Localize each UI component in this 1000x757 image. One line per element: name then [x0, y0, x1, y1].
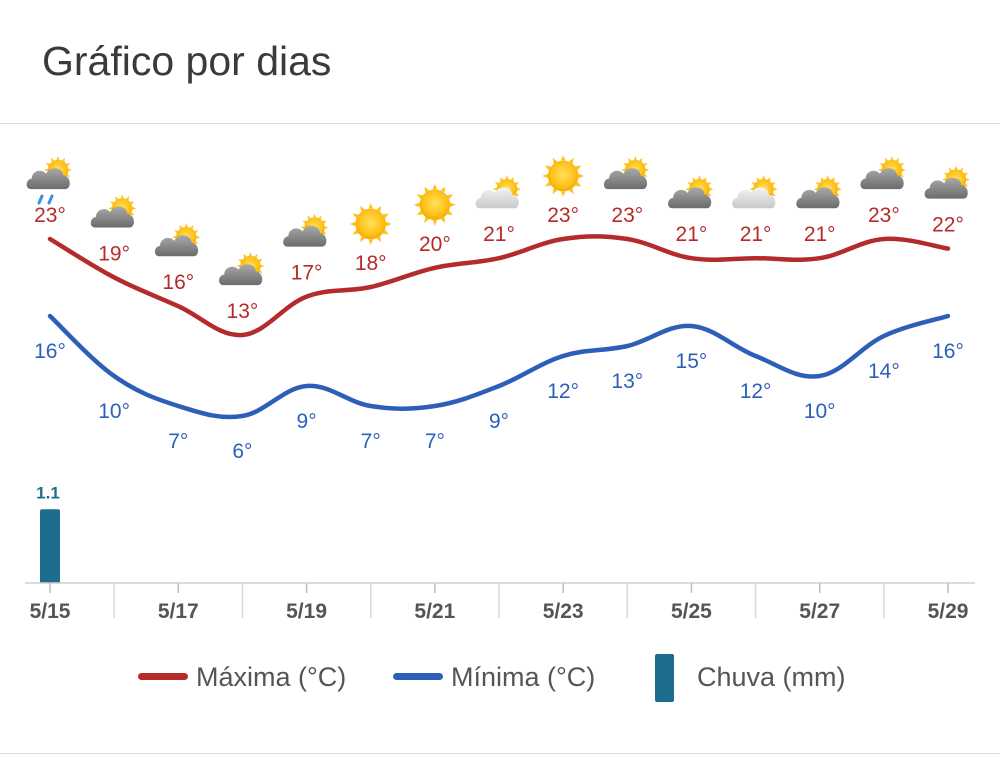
temperature-lines [47, 234, 951, 420]
sun-cloud-light-icon [732, 175, 777, 209]
max-temp-label: 19° [98, 242, 130, 265]
sun-icon [542, 155, 584, 197]
min-temp-label: 16° [34, 340, 66, 363]
legend-swatch-min [393, 673, 443, 680]
sun-cloud-icon [90, 194, 136, 228]
x-tick-label: 5/21 [414, 600, 455, 623]
legend-swatch-rain [655, 654, 674, 702]
min-temp-label: 12° [547, 380, 579, 403]
max-temp-label: 13° [227, 300, 259, 323]
max-temp-label: 21° [483, 223, 515, 246]
min-temp-label: 13° [611, 370, 643, 393]
max-temp-label: 18° [355, 252, 387, 275]
min-temp-label: 12° [740, 380, 772, 403]
sun-icon [414, 184, 456, 226]
min-temp-label: 7° [168, 430, 188, 453]
legend-label-max: Máxima (°C) [196, 662, 346, 692]
max-temp-label: 16° [162, 271, 194, 294]
legend-swatch-max [138, 673, 188, 680]
legend: Máxima (°C) Mínima (°C) Chuva (mm) [138, 654, 846, 702]
sun-cloud-light-icon [475, 175, 521, 209]
max-temp-label: 23° [547, 204, 579, 227]
legend-label-min: Mínima (°C) [451, 662, 595, 692]
max-temp-label: 21° [740, 223, 772, 246]
x-tick-label: 5/25 [671, 600, 712, 623]
min-temp-label: 6° [232, 440, 252, 463]
x-tick-label: 5/19 [286, 600, 327, 623]
sun-cloud-icon [796, 175, 841, 209]
rain-bars: 1.1 [36, 483, 60, 583]
x-axis: 5/15 5/17 5/19 5/21 5/23 5/25 5/27 5/29 [25, 582, 975, 623]
min-temp-label: 14° [868, 360, 900, 383]
min-temp-label: 10° [98, 400, 130, 423]
rain-value-label: 1.1 [36, 483, 60, 502]
max-temp-label: 20° [419, 233, 451, 256]
max-temp-label: 17° [291, 262, 323, 285]
max-temp-label: 23° [34, 204, 66, 227]
bottom-divider [0, 753, 1000, 754]
sun-cloud-icon [924, 166, 970, 199]
sun-cloud-icon [860, 156, 905, 190]
series-line-max [47, 234, 951, 338]
sun-cloud-icon [283, 214, 328, 247]
max-temp-label: 23° [611, 204, 643, 227]
min-temp-label: 16° [932, 340, 964, 363]
min-temp-label: 7° [425, 430, 445, 453]
max-temp-label: 23° [868, 204, 900, 227]
min-temp-label: 10° [804, 400, 836, 423]
page-title: Gráfico por dias [42, 38, 332, 84]
min-temp-label: 15° [676, 350, 708, 373]
x-tick-label: 5/15 [30, 600, 71, 623]
x-tick-label: 5/23 [543, 600, 584, 623]
weather-icons [26, 155, 970, 286]
min-temp-label: 9° [489, 410, 509, 433]
legend-label-rain: Chuva (mm) [697, 662, 846, 692]
sun-cloud-icon [603, 156, 649, 190]
sun-cloud-icon [668, 175, 713, 209]
sun-icon [350, 203, 392, 245]
min-temp-label: 9° [297, 410, 317, 433]
x-tick-label: 5/29 [928, 600, 969, 623]
min-temp-label: 7° [361, 430, 381, 453]
series-line-min [47, 313, 951, 420]
max-temp-label: 22° [932, 214, 964, 237]
temperature-labels: 23° 19° 16° 13° 17° 18° 20° 21° 23° 23° 21° 21° 21° 2… [34, 204, 964, 463]
rain-bar [40, 509, 60, 583]
sun-cloud-icon [154, 223, 200, 257]
sun-cloud-rain-icon [26, 156, 72, 205]
top-divider [0, 123, 1000, 124]
max-temp-label: 21° [804, 223, 836, 246]
max-temp-label: 21° [676, 223, 708, 246]
x-tick-label: 5/17 [158, 600, 199, 623]
sun-cloud-icon [219, 252, 264, 286]
x-tick-label: 5/27 [799, 600, 840, 623]
